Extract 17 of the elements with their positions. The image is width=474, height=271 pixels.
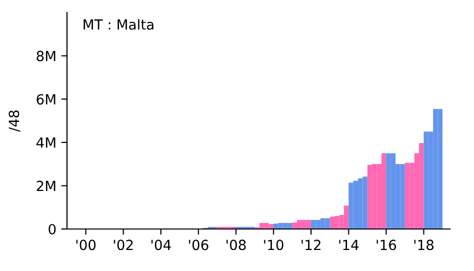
y-tick-label: 4M: [36, 138, 56, 148]
x-tick-label: '04: [151, 240, 171, 250]
x-tick-label: '02: [114, 240, 133, 250]
x-tick-label: '18: [414, 240, 434, 250]
y-tick-label: 8M: [36, 50, 56, 62]
y-axis-title: /48: [8, 110, 20, 132]
x-tick-label: '10: [264, 240, 284, 250]
x-tick-label: '00: [76, 240, 96, 250]
x-tick-label: '14: [339, 240, 359, 250]
x-tick-label: '16: [376, 240, 396, 250]
x-tick-label: '08: [226, 240, 246, 250]
y-tick-label: 0: [48, 224, 56, 234]
y-tick-label: 6M: [36, 94, 56, 105]
x-tick-label: '12: [302, 240, 320, 250]
chart-title: MT : Malta: [84, 18, 154, 30]
y-tick-label: 2M: [36, 180, 56, 191]
x-tick-label: '06: [189, 240, 208, 250]
